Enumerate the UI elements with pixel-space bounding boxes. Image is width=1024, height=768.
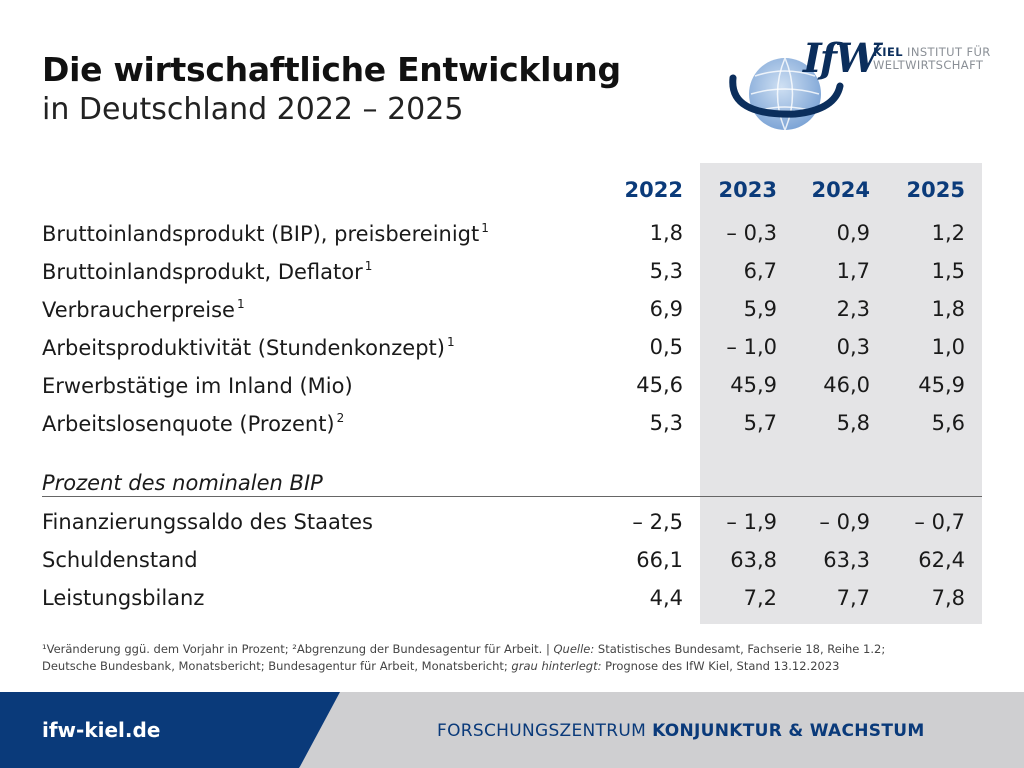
table-cell: 5,6	[931, 411, 965, 435]
table-cell: – 1,0	[726, 335, 777, 359]
page-subtitle: in Deutschland 2022 – 2025	[42, 92, 464, 127]
year-header-2023: 2023	[718, 178, 777, 202]
table-cell: – 0,3	[726, 221, 777, 245]
table-cell: 63,8	[730, 548, 777, 572]
section-heading: Prozent des nominalen BIP	[42, 471, 323, 495]
row-label: Erwerbstätige im Inland (Mio)	[42, 374, 353, 398]
row-label: Arbeitslosenquote (Prozent) 2	[42, 411, 345, 436]
table-cell: 1,5	[931, 259, 965, 283]
table-cell: 0,3	[836, 335, 870, 359]
logo-name-bold: KIEL	[873, 45, 903, 59]
table-cell: – 0,7	[914, 510, 965, 534]
logo-institute-name: KIEL INSTITUT FÜR WELTWIRTSCHAFT	[873, 46, 991, 72]
forecast-shading	[700, 163, 982, 624]
table-cell: 0,9	[836, 221, 870, 245]
year-header-2024: 2024	[811, 178, 870, 202]
table-cell: 46,0	[823, 373, 870, 397]
table-cell: 62,4	[918, 548, 965, 572]
table-cell: 6,9	[649, 297, 683, 321]
year-header-2025: 2025	[906, 178, 965, 202]
table-cell: – 0,9	[819, 510, 870, 534]
table-cell: 5,8	[836, 411, 870, 435]
table-cell: 45,9	[918, 373, 965, 397]
table-cell: 5,9	[743, 297, 777, 321]
table-cell: 4,4	[649, 586, 683, 610]
table-cell: – 2,5	[632, 510, 683, 534]
table-cell: – 1,9	[726, 510, 777, 534]
row-label: Finanzierungssaldo des Staates	[42, 510, 373, 534]
table-cell: 63,3	[823, 548, 870, 572]
table-cell: 0,5	[649, 335, 683, 359]
footer-bar-gray	[300, 692, 1024, 768]
row-label: Bruttoinlandsprodukt, Deflator 1	[42, 259, 373, 284]
table-cell: 5,7	[743, 411, 777, 435]
row-label: Verbraucherpreise 1	[42, 297, 245, 322]
logo-name-rest: INSTITUT FÜR	[907, 45, 991, 59]
logo-name-line2: WELTWIRTSCHAFT	[873, 58, 984, 72]
table-cell: 1,8	[931, 297, 965, 321]
table-cell: 45,6	[636, 373, 683, 397]
logo-mark-text: IfW	[802, 36, 884, 82]
table-cell: 1,0	[931, 335, 965, 359]
row-label: Arbeitsproduktivität (Stundenkonzept) 1	[42, 335, 455, 360]
table-cell: 5,3	[649, 259, 683, 283]
footer-bar-blue	[0, 692, 340, 768]
table-cell: 1,2	[931, 221, 965, 245]
row-label: Bruttoinlandsprodukt (BIP), preisbereini…	[42, 221, 489, 246]
footer-research-area: FORSCHUNGSZENTRUM KONJUNKTUR & WACHSTUM	[437, 721, 925, 741]
table-cell: 66,1	[636, 548, 683, 572]
section-divider	[42, 496, 982, 497]
table-cell: 7,8	[931, 586, 965, 610]
page-title: Die wirtschaftliche Entwicklung	[42, 50, 621, 89]
row-label: Schuldenstand	[42, 548, 198, 572]
table-cell: 5,3	[649, 411, 683, 435]
table-cell: 45,9	[730, 373, 777, 397]
table-cell: 1,7	[836, 259, 870, 283]
row-label: Leistungsbilanz	[42, 586, 205, 610]
table-cell: 6,7	[743, 259, 777, 283]
year-header-2022: 2022	[624, 178, 683, 202]
footer-website-link[interactable]: ifw-kiel.de	[42, 718, 161, 742]
table-cell: 2,3	[836, 297, 870, 321]
table-cell: 1,8	[649, 221, 683, 245]
ifw-globe-logo-icon: IfW	[729, 36, 886, 131]
source-footnote: ¹Veränderung ggü. dem Vorjahr in Prozent…	[42, 642, 886, 673]
table-cell: 7,7	[836, 586, 870, 610]
table-cell: 7,2	[743, 586, 777, 610]
